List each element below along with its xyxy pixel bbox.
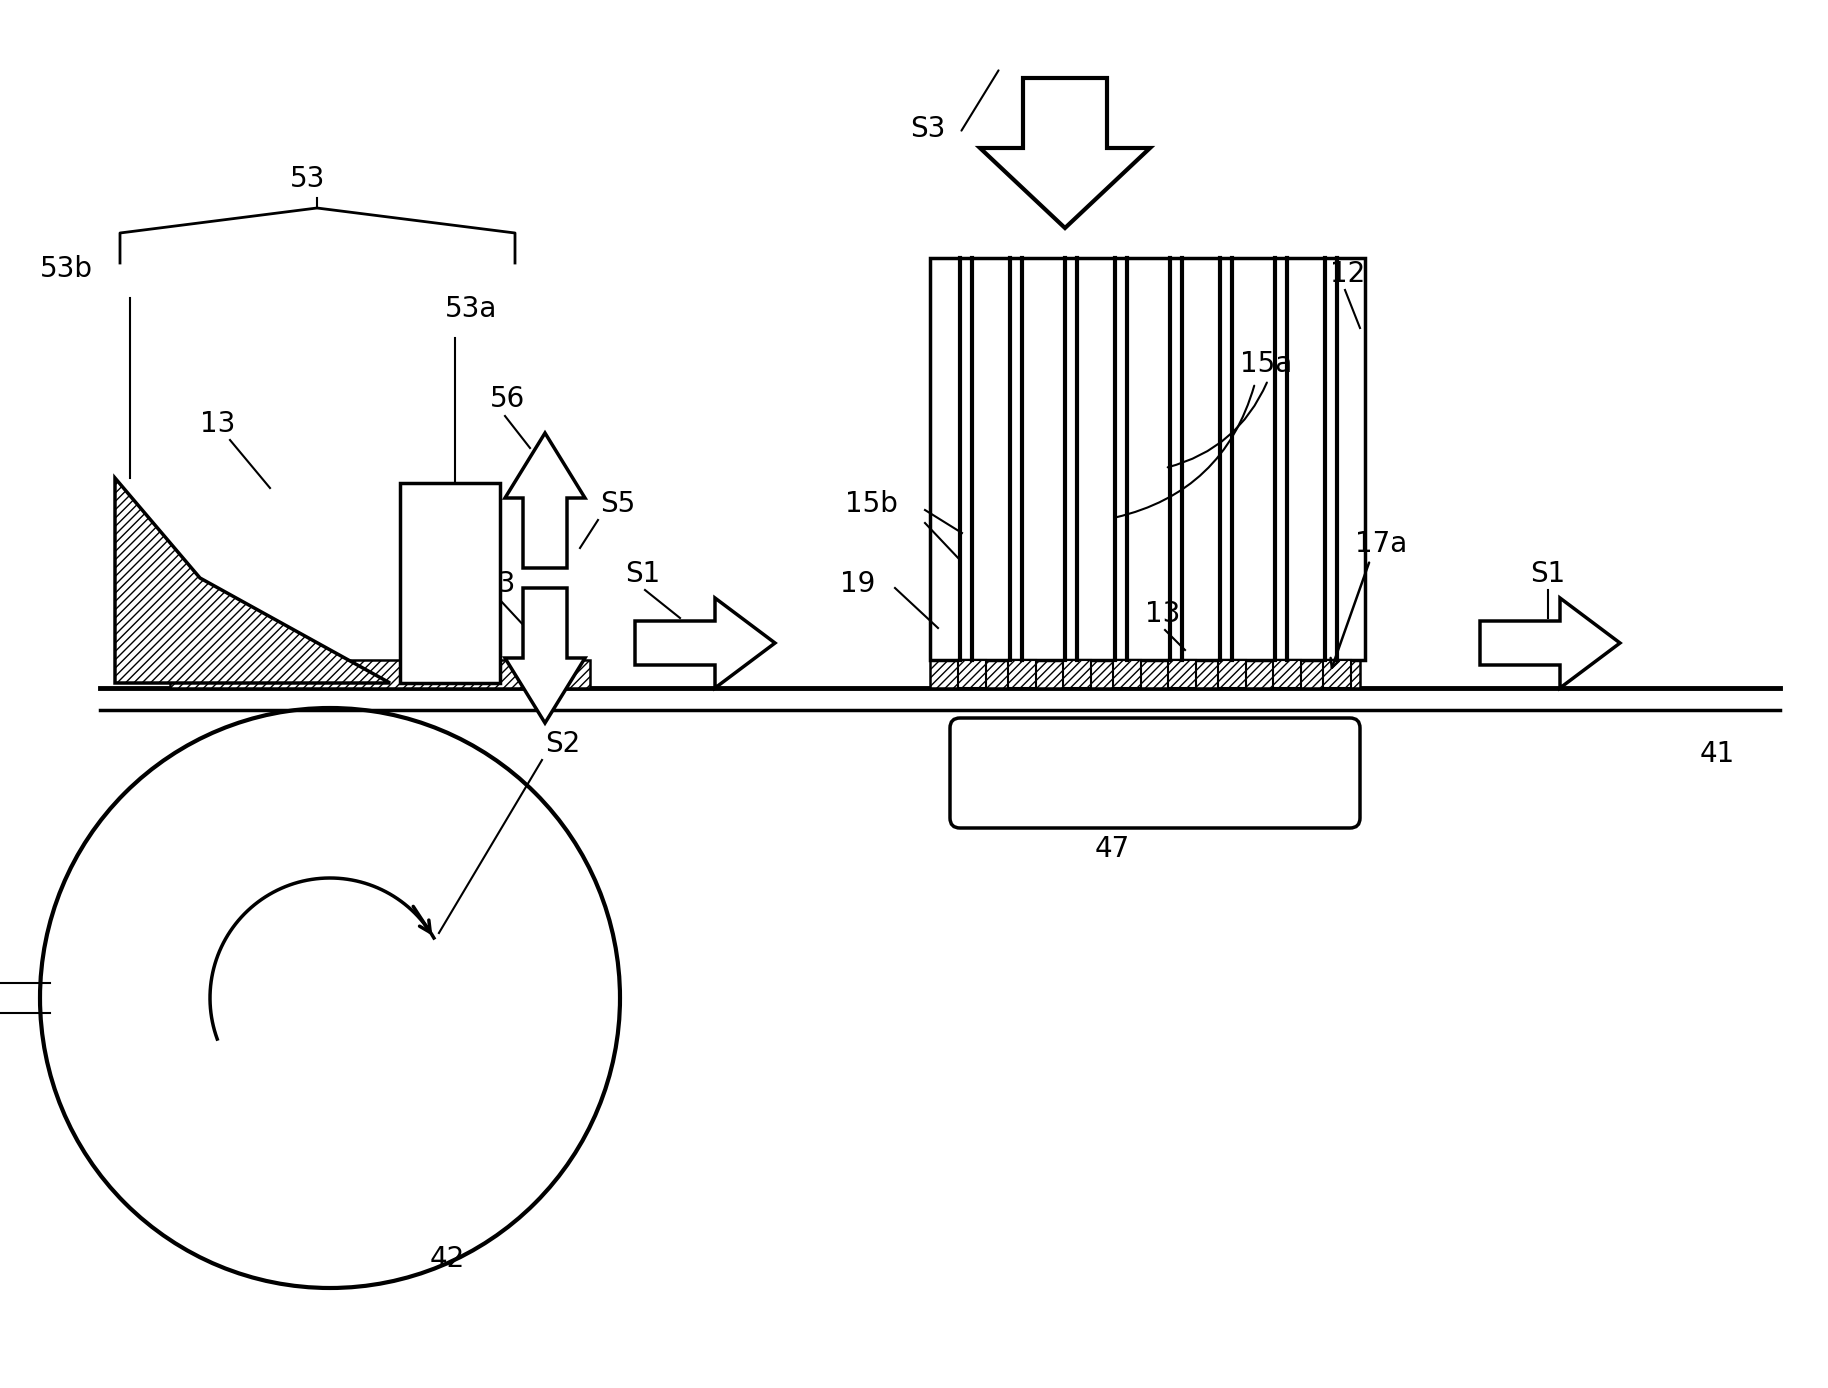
Text: 15a: 15a	[1239, 350, 1292, 378]
Text: S2: S2	[545, 730, 579, 758]
Text: 41: 41	[1700, 740, 1735, 768]
Bar	[930, 661, 1360, 688]
Bar	[958, 661, 985, 688]
Text: 15b: 15b	[845, 490, 898, 518]
Bar	[1064, 661, 1091, 688]
Text: 13: 13	[481, 570, 515, 598]
Text: 17a: 17a	[1355, 530, 1408, 558]
Polygon shape	[505, 433, 585, 568]
Bar	[1272, 661, 1302, 688]
Bar	[1323, 661, 1351, 688]
Polygon shape	[505, 589, 585, 723]
FancyBboxPatch shape	[951, 718, 1360, 829]
Bar	[930, 258, 1366, 661]
Polygon shape	[980, 78, 1150, 228]
Text: 53b: 53b	[40, 255, 93, 283]
Bar	[400, 483, 501, 683]
Bar	[1113, 661, 1141, 688]
Polygon shape	[634, 598, 775, 688]
Text: S1: S1	[625, 559, 660, 589]
Text: S1: S1	[1530, 559, 1565, 589]
Text: 12: 12	[1331, 260, 1366, 287]
Text: 53a: 53a	[444, 296, 497, 323]
Text: 53: 53	[291, 165, 325, 193]
Text: 42: 42	[430, 1245, 466, 1273]
Bar	[1168, 661, 1196, 688]
Text: 19: 19	[841, 570, 876, 598]
Bar	[1007, 661, 1036, 688]
Text: 13: 13	[199, 409, 236, 439]
Text: S3: S3	[910, 115, 945, 143]
Text: 47: 47	[1095, 836, 1130, 863]
Bar	[1217, 661, 1247, 688]
Text: S5: S5	[600, 490, 636, 518]
Text: 13: 13	[1144, 600, 1181, 627]
Polygon shape	[1481, 598, 1620, 688]
Bar	[170, 661, 590, 688]
Text: 56: 56	[490, 384, 525, 414]
Polygon shape	[115, 477, 389, 683]
